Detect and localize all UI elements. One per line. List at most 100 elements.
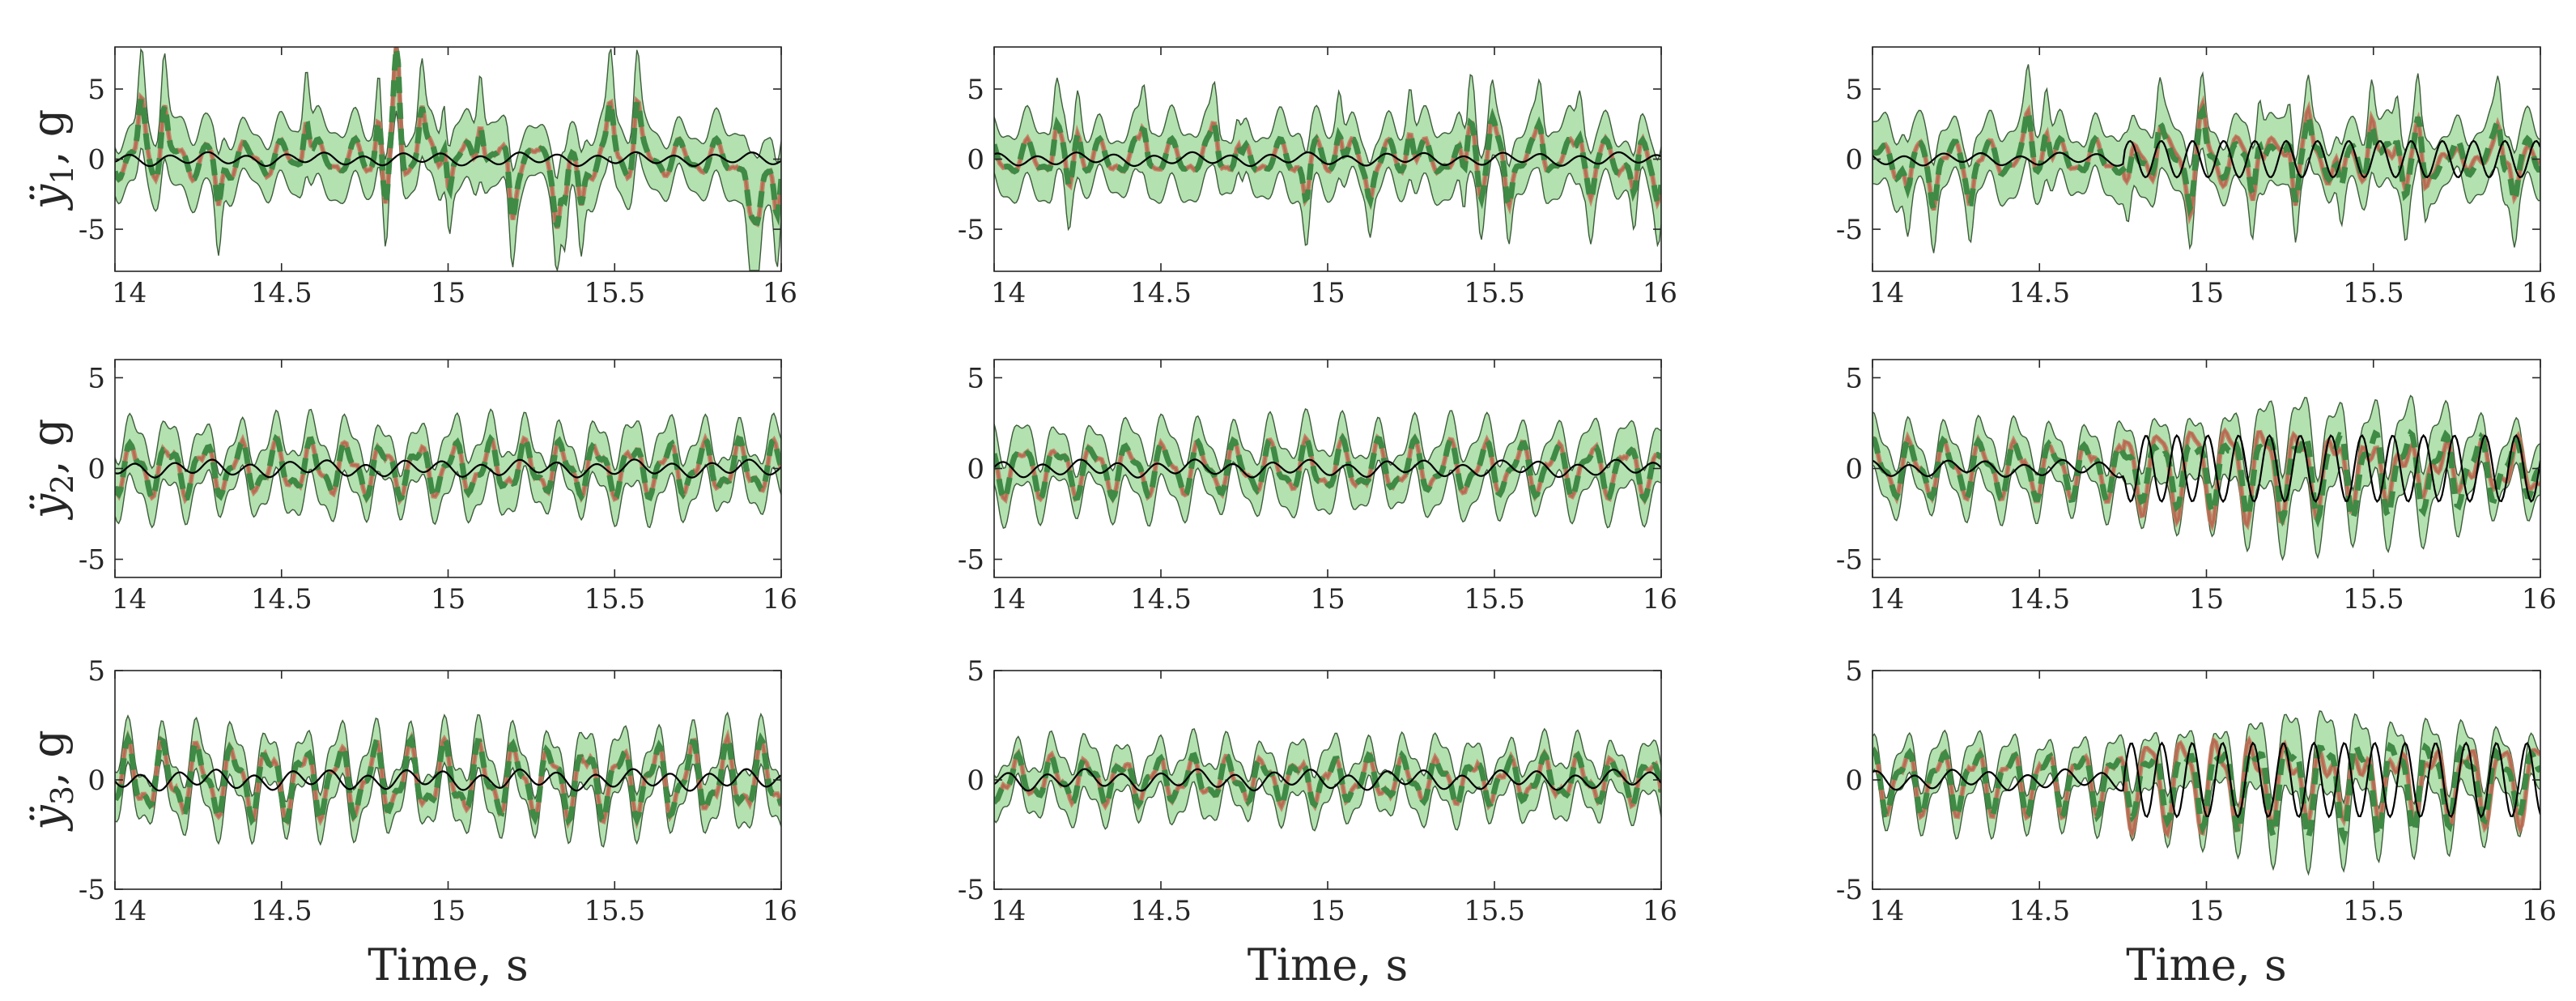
x-tick-label: 15 xyxy=(1310,277,1345,309)
subplot-r1-c2: 14 14.5 15 15.5 16 -5 0 5 xyxy=(958,46,1677,309)
x-tick-label: 14.5 xyxy=(1130,583,1192,616)
x-tick-label: 14.5 xyxy=(251,277,312,309)
y-tick-label: 5 xyxy=(967,655,984,688)
x-tick-label: 15.5 xyxy=(1464,277,1525,309)
x-tick-label: 15.5 xyxy=(1464,583,1525,616)
x-tick-label: 15 xyxy=(431,277,465,309)
series-reference xyxy=(1872,741,2540,819)
x-tick-label: 16 xyxy=(1643,277,1677,309)
y-tick-label: -5 xyxy=(958,874,984,906)
x-tick-label: 14 xyxy=(1869,895,1904,927)
x-axis-title: Time, s xyxy=(368,939,529,990)
y-tick-label: 0 xyxy=(1845,765,1863,797)
y-axis-title: ÿ2, g xyxy=(23,419,80,521)
x-axis-title: Time, s xyxy=(1248,939,1409,990)
subplot-r2-c3: 14 14.5 15 15.5 16 -5 0 5 xyxy=(1836,359,2557,616)
x-tick-label: 16 xyxy=(2522,277,2557,309)
series-reference xyxy=(994,151,1661,168)
y-tick-label: 5 xyxy=(1845,655,1863,688)
y-tick-label: 0 xyxy=(87,454,105,486)
x-axis-title: Time, s xyxy=(2126,939,2287,990)
x-tick-label: 14 xyxy=(991,583,1026,616)
x-tick-label: 14 xyxy=(1869,583,1904,616)
y-tick-label: 5 xyxy=(967,74,984,106)
x-tick-label: 14 xyxy=(991,895,1026,927)
subplot-r2-c1: 14 14.5 15 15.5 16 -5 0 5ÿ2, g xyxy=(23,359,797,616)
x-tick-label: 15 xyxy=(1310,583,1345,616)
plot-area xyxy=(115,711,781,848)
x-tick-label: 14 xyxy=(112,895,147,927)
plot-area xyxy=(994,74,1661,248)
y-tick-label: 0 xyxy=(87,765,105,797)
x-tick-label: 15.5 xyxy=(584,583,645,616)
subplot-r3-c3: 14 14.5 15 15.5 16 -5 0 5 Time, s xyxy=(1836,655,2557,990)
plot-area xyxy=(1872,710,2540,876)
series-band xyxy=(994,408,1661,529)
series-mean xyxy=(115,731,781,828)
x-tick-label: 14.5 xyxy=(2009,895,2070,927)
y-tick-label: 0 xyxy=(967,765,984,797)
series-predicted xyxy=(1872,427,2540,532)
plot-area xyxy=(1872,394,2540,561)
series-mean xyxy=(115,47,781,228)
series-band xyxy=(115,711,781,848)
y-tick-label: -5 xyxy=(958,544,984,577)
series-mean xyxy=(1872,428,2540,528)
y-tick-label: 5 xyxy=(87,74,105,106)
series-reference xyxy=(994,458,1661,479)
y-tick-label: 5 xyxy=(1845,362,1863,394)
y-tick-label: -5 xyxy=(79,544,105,577)
x-tick-label: 14.5 xyxy=(1130,895,1192,927)
x-tick-label: 14.5 xyxy=(2009,277,2070,309)
y-tick-label: 0 xyxy=(87,144,105,177)
y-axis-title: ÿ1, g xyxy=(23,109,80,211)
y-tick-label: 0 xyxy=(967,144,984,177)
x-tick-label: 14.5 xyxy=(1130,277,1192,309)
y-tick-label: 5 xyxy=(87,655,105,688)
y-tick-label: -5 xyxy=(79,214,105,246)
x-tick-label: 16 xyxy=(763,277,797,309)
y-tick-label: 5 xyxy=(967,362,984,394)
series-mean xyxy=(994,749,1661,811)
x-tick-label: 15.5 xyxy=(2343,583,2404,616)
x-tick-label: 15 xyxy=(2189,895,2224,927)
subplot-r1-c1: 14 14.5 15 15.5 16 -5 0 5ÿ1, g xyxy=(23,46,797,309)
x-tick-label: 15 xyxy=(2189,583,2224,616)
x-tick-label: 15 xyxy=(2189,277,2224,309)
x-tick-label: 15.5 xyxy=(2343,895,2404,927)
plot-area xyxy=(994,727,1661,832)
x-tick-label: 14.5 xyxy=(251,895,312,927)
y-tick-label: 0 xyxy=(967,454,984,486)
y-tick-label: 5 xyxy=(1845,74,1863,106)
x-tick-label: 15.5 xyxy=(1464,895,1525,927)
y-tick-label: -5 xyxy=(1836,874,1863,906)
plot-area xyxy=(115,47,781,271)
series-reference xyxy=(115,458,781,479)
x-tick-label: 14.5 xyxy=(251,583,312,616)
y-tick-label: -5 xyxy=(1836,544,1863,577)
x-tick-label: 16 xyxy=(763,895,797,927)
y-tick-label: -5 xyxy=(958,214,984,246)
y-tick-label: 5 xyxy=(87,362,105,394)
subplot-r1-c3: 14 14.5 15 15.5 16 -5 0 5 xyxy=(1836,46,2557,309)
y-tick-label: -5 xyxy=(1836,214,1863,246)
series-mean xyxy=(1872,741,2540,847)
x-tick-label: 14 xyxy=(1869,277,1904,309)
x-tick-label: 16 xyxy=(1643,895,1677,927)
series-reference xyxy=(115,768,781,792)
x-tick-label: 15.5 xyxy=(584,277,645,309)
x-tick-label: 15 xyxy=(1310,895,1345,927)
series-band xyxy=(1872,64,2540,253)
x-tick-label: 16 xyxy=(1643,583,1677,616)
x-tick-label: 14.5 xyxy=(2009,583,2070,616)
x-tick-label: 14 xyxy=(112,277,147,309)
series-reference xyxy=(1872,433,2540,504)
plot-area xyxy=(1872,64,2540,253)
x-tick-label: 15.5 xyxy=(584,895,645,927)
x-tick-label: 16 xyxy=(763,583,797,616)
subplot-r3-c1: 14 14.5 15 15.5 16 -5 0 5 ÿ3, g Time, s xyxy=(23,655,797,990)
series-band xyxy=(115,47,781,271)
y-tick-label: 0 xyxy=(1845,144,1863,177)
subplot-r3-c2: 14 14.5 15 15.5 16 -5 0 5 Time, s xyxy=(958,655,1677,990)
